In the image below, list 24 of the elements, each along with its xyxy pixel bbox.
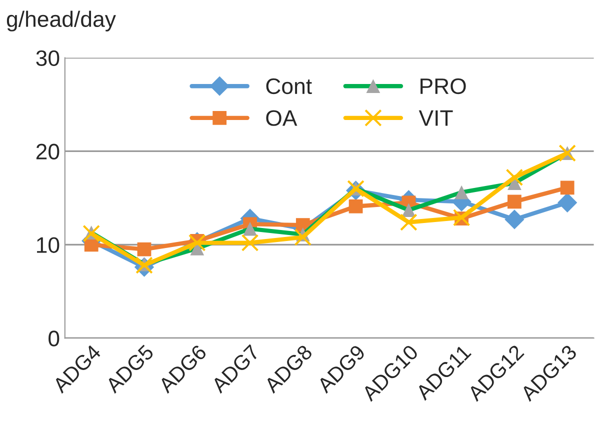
y-tick-label: 10 [37,237,60,253]
point [506,168,524,186]
point [560,180,574,195]
point [504,210,524,230]
point [82,224,100,242]
point [400,214,418,231]
y-tick-label: 30 [36,50,60,66]
point [243,222,257,236]
point [508,194,522,209]
point [452,208,470,226]
point [454,185,469,200]
y-axis-title: g/head/day [6,10,116,32]
y-tick-label: 20 [36,144,60,160]
legend-label: Cont [266,78,312,94]
point [294,228,312,246]
point [402,203,416,218]
legend-label: PRO [420,78,466,94]
legend-label: VIT [418,110,453,126]
point [137,242,152,256]
point [241,234,259,252]
point [348,199,363,214]
y-tick-label: 0 [48,330,60,346]
point [558,192,578,212]
legend-label: OA [266,110,298,126]
